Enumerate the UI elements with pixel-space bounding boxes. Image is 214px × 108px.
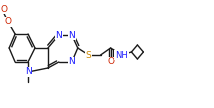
Text: O: O [1, 5, 8, 14]
Text: NH: NH [115, 51, 128, 60]
Text: N: N [68, 57, 75, 67]
Text: O: O [107, 57, 114, 67]
Text: O: O [5, 17, 12, 26]
Text: N: N [25, 68, 31, 76]
Text: S: S [86, 51, 92, 60]
Text: N: N [55, 30, 62, 40]
Text: N: N [68, 30, 75, 40]
Text: O: O [5, 17, 12, 26]
